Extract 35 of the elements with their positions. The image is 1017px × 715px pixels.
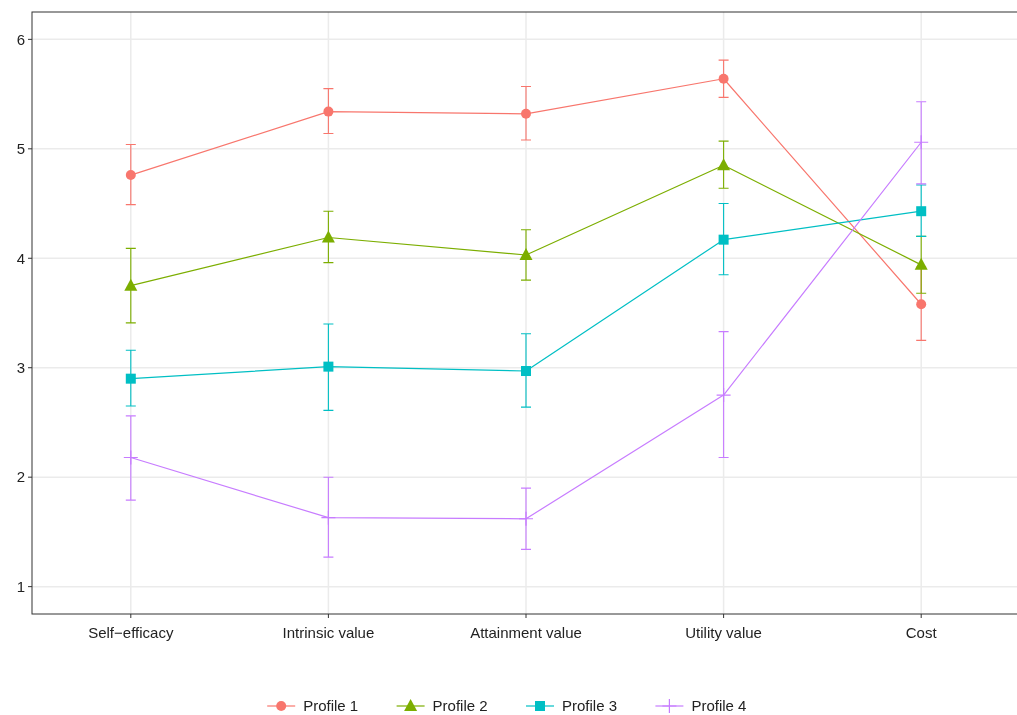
legend-label: Profile 4 (691, 697, 747, 715)
x-tick-label: Self−efficacy (88, 624, 174, 641)
y-tick-label: 6 (16, 30, 25, 48)
x-tick-label: Attainment value (470, 624, 582, 641)
point (718, 234, 729, 245)
point (718, 73, 729, 84)
point (323, 361, 334, 372)
point (521, 108, 531, 119)
point (913, 134, 929, 150)
point (518, 511, 534, 527)
point (124, 278, 138, 291)
point (914, 257, 928, 270)
legend-label: Profile 3 (562, 697, 618, 715)
x-tick-label: Intrinsic value (282, 624, 375, 641)
y-tick-label: 2 (16, 468, 25, 486)
point (521, 366, 531, 377)
x-tick-label: Cost (905, 624, 938, 641)
point (519, 247, 533, 260)
legend-label: Profile 1 (303, 697, 359, 715)
y-tick-label: 1 (16, 577, 25, 595)
point (320, 510, 336, 526)
point (125, 373, 136, 384)
point (717, 158, 731, 171)
point (125, 170, 136, 181)
point (916, 206, 927, 217)
y-tick-label: 3 (16, 358, 25, 376)
point (716, 387, 732, 403)
point (123, 449, 139, 466)
point (323, 106, 334, 117)
point (321, 230, 335, 243)
legend-label: Profile 2 (432, 697, 488, 715)
point (916, 299, 927, 310)
y-tick-label: 4 (16, 249, 25, 267)
x-tick-label: Utility value (685, 624, 762, 641)
y-tick-label: 5 (16, 140, 25, 158)
